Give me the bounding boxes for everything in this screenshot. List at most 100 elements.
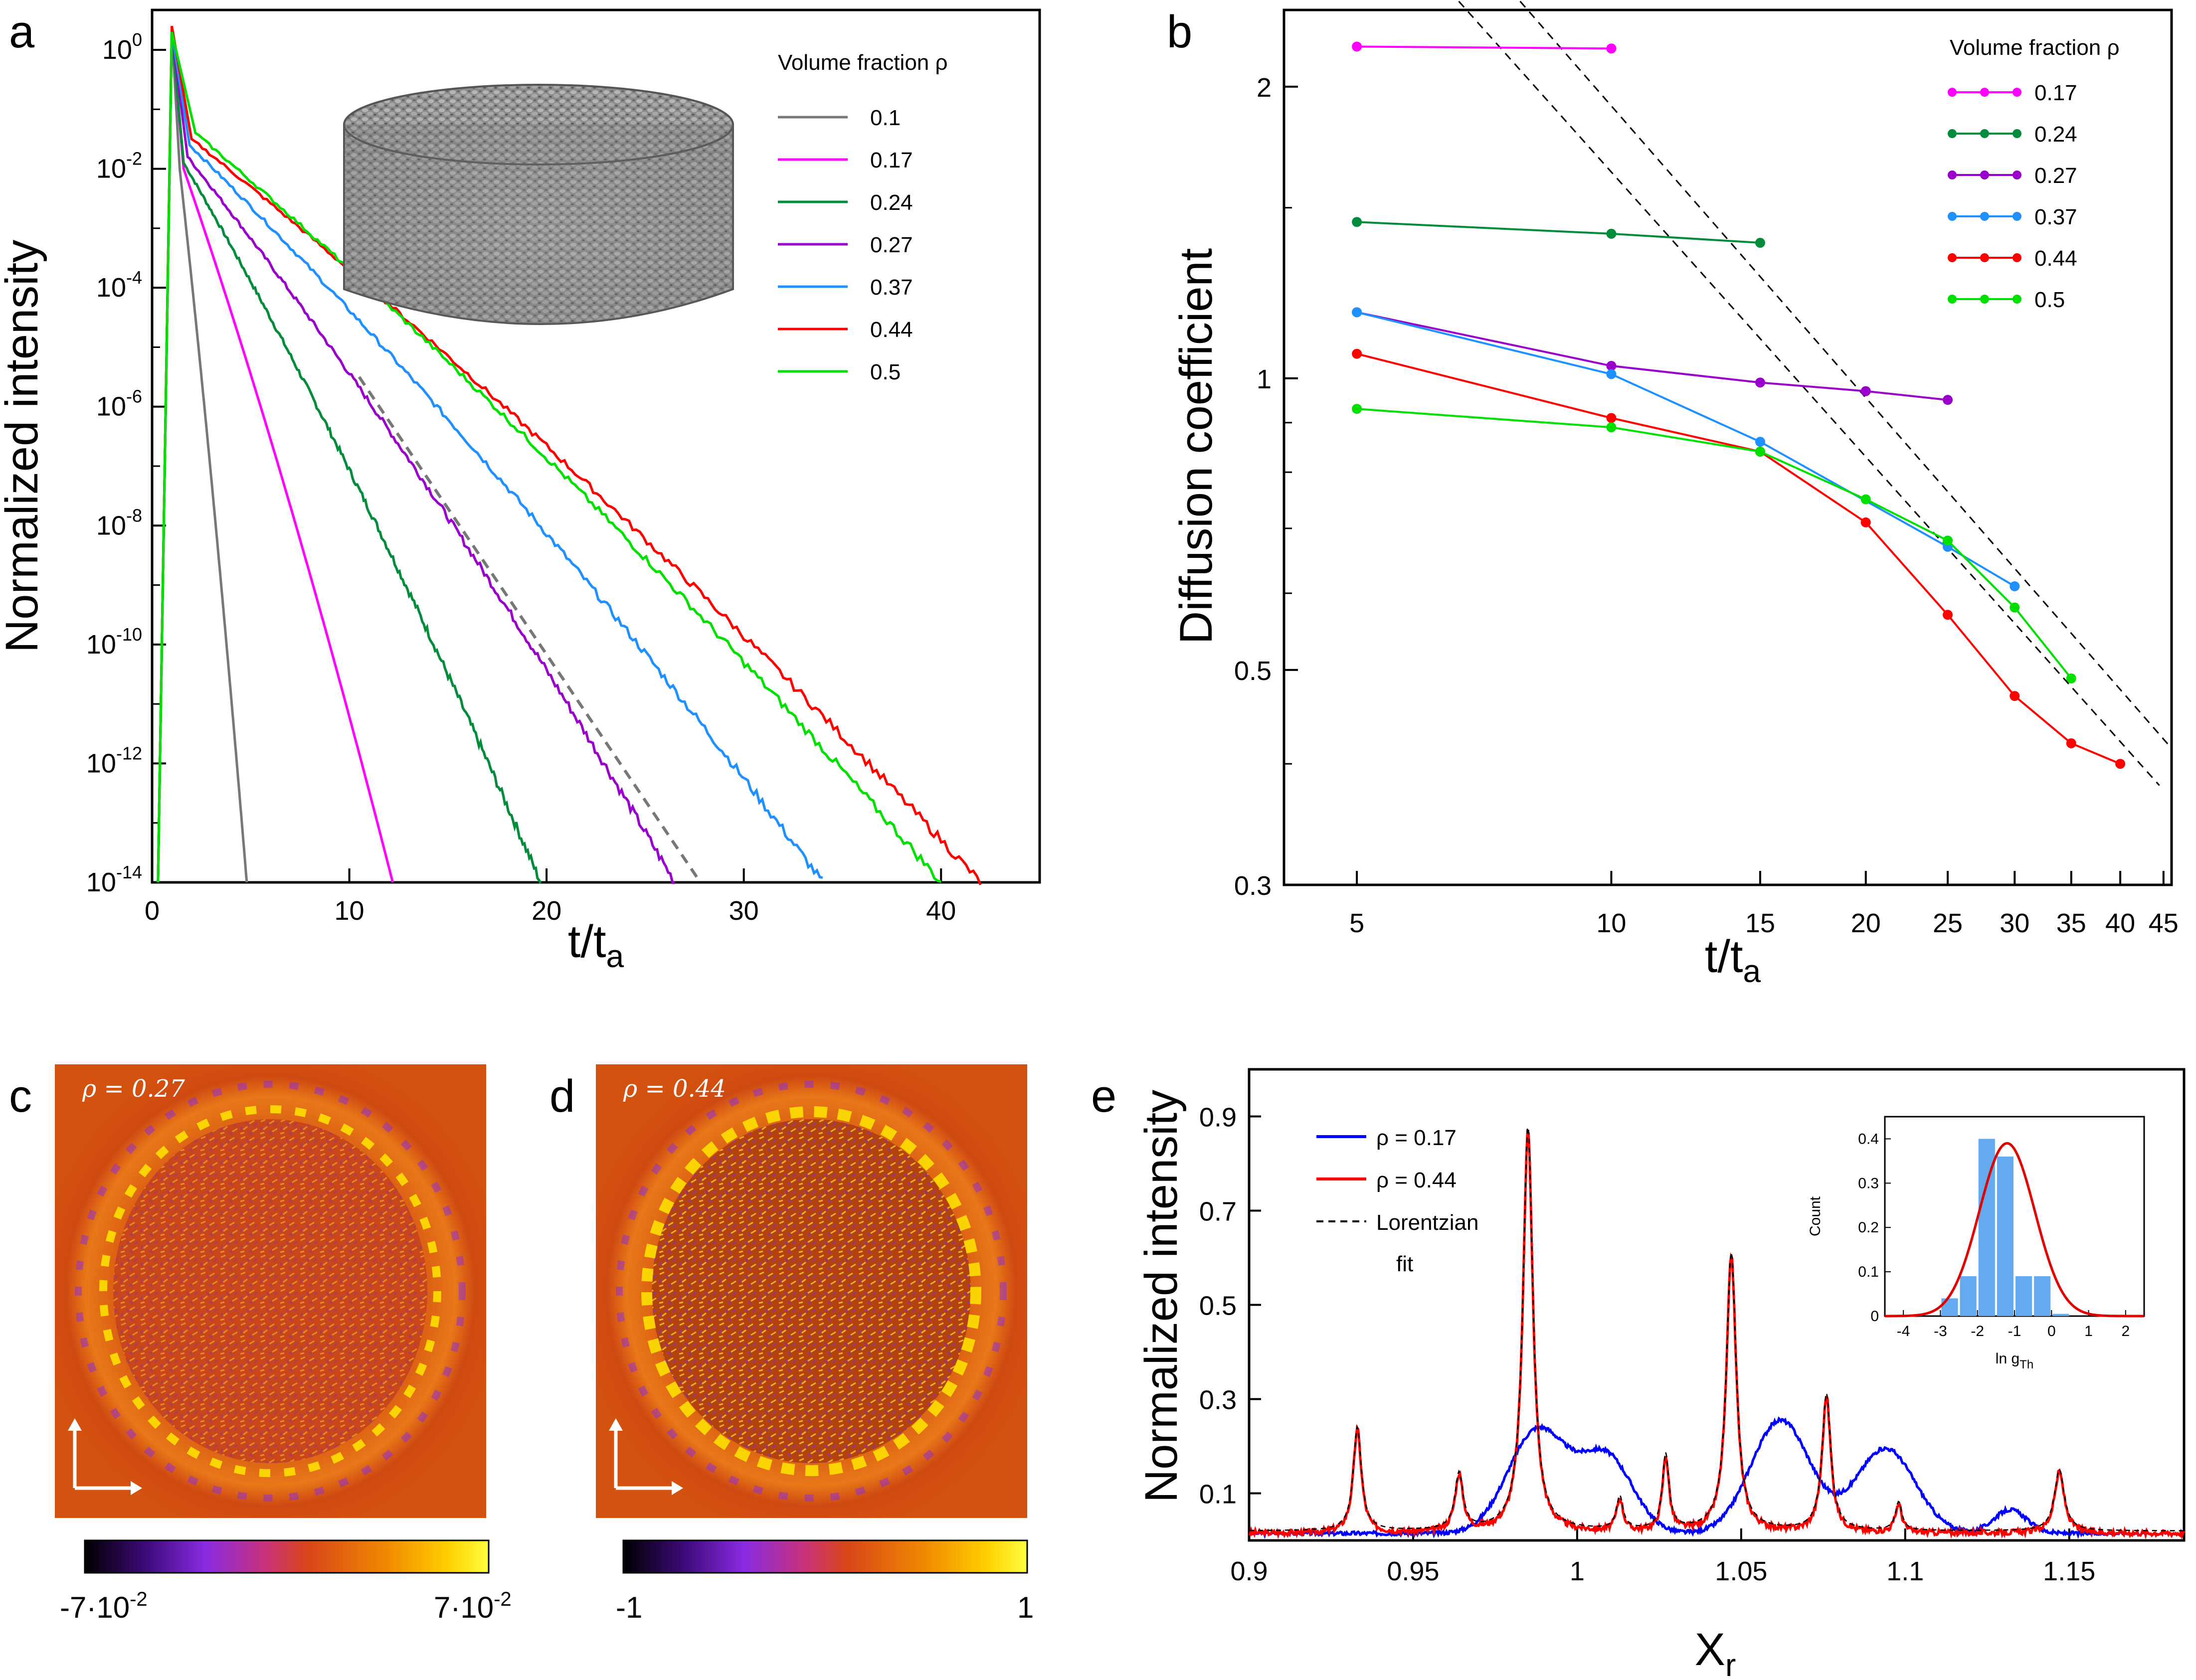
a-legend-label: 0.24 bbox=[870, 190, 913, 215]
e-ytick-label: 0.7 bbox=[1199, 1197, 1237, 1227]
panel-letter-b: b bbox=[1167, 6, 1192, 57]
b-point-0.44 bbox=[1860, 517, 1871, 527]
b-fit-line bbox=[1519, 0, 2173, 749]
inset-xtick-label: 2 bbox=[2122, 1323, 2130, 1340]
inset-gauss-fit bbox=[1885, 1142, 2144, 1318]
b-xtick-label: 35 bbox=[2056, 908, 2086, 938]
e-xtick-label: 0.95 bbox=[1387, 1556, 1439, 1586]
a-ytick-label: 10-10 bbox=[86, 624, 142, 660]
a-legend-label: 0.17 bbox=[870, 148, 913, 172]
a-ytick-label: 10-2 bbox=[96, 149, 142, 184]
panel-b-legend-title: Volume fraction ρ bbox=[1950, 35, 2120, 60]
e-series-line-blue bbox=[1249, 1416, 2186, 1539]
panel-b-chart: 5 10 15 20 25 30 35 40 45 0.3 0.5 1 2 Volume fractio… bbox=[1171, 0, 2179, 989]
panel-b-xlabel: t/ta bbox=[1705, 931, 1761, 989]
b-legend-marker bbox=[1948, 170, 1957, 179]
panel-c-map: ρ = 0.27 -7·10-2 7·10-2 bbox=[55, 1064, 512, 1624]
b-point-0.24 bbox=[1606, 228, 1617, 239]
a-series-line-0.1 bbox=[157, 29, 248, 883]
e-fit-line bbox=[1249, 1125, 2184, 1531]
b-legend-marker bbox=[1980, 170, 1989, 179]
b-legend-marker bbox=[1980, 129, 1989, 138]
map-d-axes-arrows bbox=[609, 1418, 683, 1495]
b-legend-marker bbox=[2013, 88, 2021, 97]
panel-e-xlabel: Xr bbox=[1695, 1624, 1736, 1680]
panel-letter-c: c bbox=[9, 1071, 32, 1122]
e-series-line-red bbox=[1248, 1129, 2186, 1540]
b-fit-line bbox=[1458, 0, 2160, 786]
panel-a-xlabel: t/ta bbox=[568, 916, 624, 974]
b-legend-marker bbox=[2013, 212, 2021, 221]
map-d-label: ρ = 0.44 bbox=[623, 1075, 726, 1103]
b-legend-label: 0.24 bbox=[2034, 122, 2077, 147]
b-xtick-label: 30 bbox=[2000, 908, 2029, 938]
a-xtick-label: 0 bbox=[145, 896, 160, 926]
legend-e-label-0: ρ = 0.17 bbox=[1376, 1126, 1457, 1150]
a-ytick-label: 10-8 bbox=[96, 505, 142, 540]
b-point-0.27 bbox=[1606, 360, 1617, 371]
b-xtick-label: 5 bbox=[1349, 908, 1364, 938]
inset-xtick-label: -4 bbox=[1897, 1323, 1910, 1340]
b-legend-marker bbox=[1948, 129, 1957, 138]
panel-a-legend-title: Volume fraction ρ bbox=[778, 50, 948, 75]
inset-xtick-label: -2 bbox=[1971, 1323, 1984, 1340]
e-ytick-label: 0.5 bbox=[1199, 1291, 1237, 1321]
b-point-0.5 bbox=[1352, 404, 1362, 414]
b-ytick-label: 2 bbox=[1257, 73, 1272, 103]
panel-d-map: ρ = 0.44 -1 1 bbox=[596, 1064, 1034, 1624]
e-xtick-label: 1.1 bbox=[1886, 1556, 1924, 1586]
b-legend-label: 0.44 bbox=[2034, 246, 2077, 271]
b-legend-marker bbox=[1948, 295, 1957, 304]
inset-ytick-label: 0.3 bbox=[1858, 1175, 1879, 1191]
panel-a-chart: 0 10 20 30 40 100 10-2 10-4 10-6 10-8 10-10 10-12 10… bbox=[0, 8, 1041, 974]
b-legend-marker bbox=[1980, 253, 1989, 262]
b-point-0.17 bbox=[1606, 43, 1617, 54]
map-c-label: ρ = 0.27 bbox=[82, 1075, 185, 1103]
b-legend-marker bbox=[1980, 212, 1989, 221]
a-xtick-label: 40 bbox=[926, 896, 956, 926]
granular-cylinder-inset bbox=[343, 84, 734, 325]
b-legend-marker bbox=[1980, 295, 1989, 304]
a-legend-label: 0.5 bbox=[870, 360, 901, 384]
inset-bar bbox=[2034, 1276, 2051, 1316]
colorbar-c-min: -7·10-2 bbox=[60, 1588, 148, 1624]
e-xtick-label: 1 bbox=[1570, 1556, 1585, 1586]
a-ytick-label: 10-14 bbox=[86, 862, 142, 897]
a-xtick-label: 10 bbox=[335, 896, 365, 926]
b-legend-marker bbox=[2013, 129, 2021, 138]
legend-e-label-3: fit bbox=[1396, 1252, 1413, 1276]
panel-b-frame bbox=[1282, 8, 2173, 886]
a-fit-line bbox=[358, 376, 702, 883]
map-c-ring bbox=[99, 1105, 441, 1477]
a-series-line-0.17 bbox=[157, 31, 394, 883]
panel-letter-e: e bbox=[1091, 1071, 1116, 1122]
a-legend-label: 0.37 bbox=[870, 275, 913, 300]
b-series-line-0.5 bbox=[1356, 408, 2072, 679]
inset-ytick-label: 0.1 bbox=[1858, 1264, 1879, 1280]
a-series-line-0.24 bbox=[157, 31, 542, 884]
b-ytick-label: 0.5 bbox=[1234, 656, 1272, 686]
colorbar-d-min: -1 bbox=[616, 1591, 642, 1624]
inset-bar bbox=[1997, 1157, 2013, 1316]
b-xtick-label: 10 bbox=[1596, 908, 1626, 938]
b-xtick-label: 25 bbox=[1933, 908, 1963, 938]
inset-ytick-label: 0.2 bbox=[1858, 1219, 1879, 1236]
b-point-0.5 bbox=[2010, 602, 2020, 613]
b-point-0.5 bbox=[2066, 673, 2076, 683]
b-xtick-label: 20 bbox=[1851, 908, 1881, 938]
b-point-0.44 bbox=[2115, 759, 2126, 769]
panel-letter-a: a bbox=[9, 6, 35, 57]
a-series-line-0.37 bbox=[157, 31, 823, 883]
b-point-0.5 bbox=[1606, 422, 1617, 433]
b-point-0.44 bbox=[2010, 691, 2020, 701]
panel-e-chart: 0.9 0.95 1 1.05 1.1 1.15 0.1 0.3 0.5 0.7 0.9 ρ = 0… bbox=[1136, 1068, 2186, 1680]
a-ytick-label: 10-6 bbox=[96, 386, 142, 422]
b-series-line-0.44 bbox=[1356, 352, 2121, 765]
b-point-0.37 bbox=[1352, 307, 1362, 318]
b-point-0.24 bbox=[1755, 238, 1765, 248]
b-point-0.24 bbox=[1352, 217, 1362, 227]
b-point-0.5 bbox=[1860, 494, 1871, 504]
b-point-0.27 bbox=[1860, 386, 1871, 396]
b-point-0.44 bbox=[1606, 413, 1617, 423]
inset-bar bbox=[2052, 1314, 2069, 1316]
